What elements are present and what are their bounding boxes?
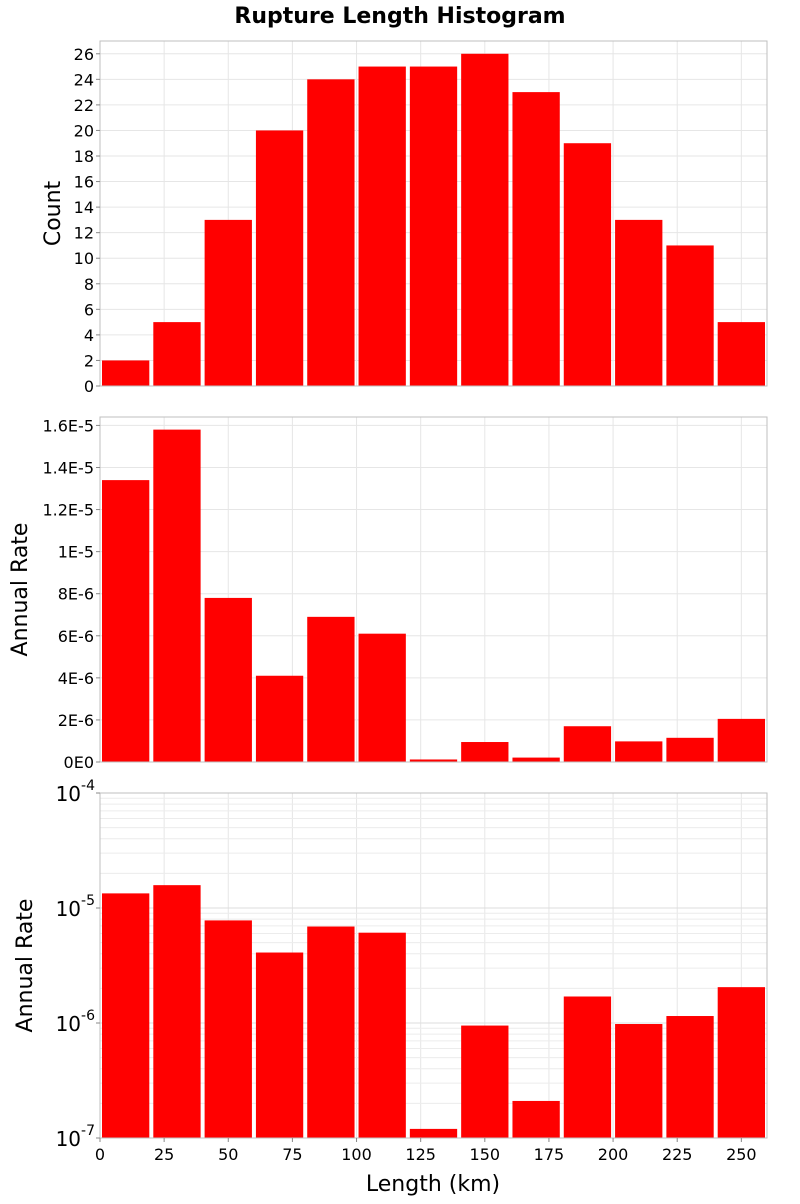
bar [717,322,765,386]
x-tick-label: 150 [470,1145,501,1164]
y-tick-label: 1.2E-5 [42,501,94,520]
y-tick-label: 4 [84,326,94,345]
y-tick-label: 0E0 [64,753,94,772]
plot-frame [99,792,768,1139]
panel-2: 0E0 2E-6 4E-6 6E-6 8E-6 1E-5 1.2E-5 1.4E-5 1.6E-… [8,416,768,772]
x-tick-label: 75 [282,1145,302,1164]
plot-frame [99,40,768,387]
chart-title: Rupture Length Histogram [234,4,565,29]
bar [512,757,560,762]
y-tick-label: 10 [74,249,94,268]
x-tick-label: 225 [662,1145,693,1164]
bar [153,885,201,1138]
y-tick-label: 26 [74,45,94,64]
y-axis-label: Annual Rate [8,523,33,657]
y-tick-label: 10-6 [56,1008,96,1036]
bar [153,429,201,762]
y-axis-label: Count [41,180,66,246]
y-tick-label: 20 [74,121,94,140]
bar [512,1100,560,1138]
bar [358,66,406,387]
y-tick-label: 24 [74,70,94,89]
y-tick-label: 1E-5 [58,543,94,562]
y-tick-label: 2E-6 [58,711,94,730]
y-tick-label: 16 [74,173,94,192]
bar [563,726,612,762]
y-tick-label: 1.6E-5 [42,416,94,435]
bar [615,219,663,386]
bar [204,920,252,1138]
bar [358,633,406,762]
bar [461,742,509,762]
y-tick-label: 10-5 [56,893,95,921]
y-tick-labels: 0E0 2E-6 4E-6 6E-6 8E-6 1E-5 1.2E-5 1.4E-5 1.6E-… [42,416,100,772]
x-tick-label: 125 [405,1145,436,1164]
bar [409,66,458,387]
bar [153,322,201,386]
bar [717,987,765,1138]
bar [409,1128,458,1138]
y-tick-label: 10-7 [56,1123,95,1151]
bar [512,92,560,386]
bar [307,926,355,1138]
bars [102,429,765,762]
bar [307,79,355,386]
y-tick-label: 12 [74,224,94,243]
bar [666,1016,714,1138]
x-tick-label: 200 [598,1145,629,1164]
bar [102,360,150,386]
bar [666,737,714,762]
x-tick-label: 250 [726,1145,757,1164]
bar [102,893,150,1138]
bar [717,718,765,762]
bar [563,996,612,1138]
x-tick-label: 0 [95,1145,105,1164]
panel-3: 10-7 10-6 10-5 10-4 Annual Rate [13,778,768,1151]
y-tick-label: 1.4E-5 [42,458,94,477]
y-tick-label: 14 [74,198,94,217]
y-tick-label: 6 [84,300,94,319]
bars [102,885,765,1138]
x-tick-label: 175 [534,1145,565,1164]
y-tick-label: 18 [74,147,94,166]
bar [409,759,458,762]
y-tick-label: 4E-6 [58,669,94,688]
bar [255,130,304,386]
bar [615,741,663,762]
bar [255,952,304,1138]
y-axis-label: Annual Rate [13,899,38,1033]
y-tick-label: 8 [84,275,94,294]
bar [563,143,612,386]
plot-frame [99,416,768,763]
bar [666,245,714,386]
y-tick-label: 22 [74,96,94,115]
y-tick-label: 0 [84,377,94,396]
bar [102,480,150,762]
y-tick-label: 6E-6 [58,627,94,646]
bar [307,616,355,762]
y-tick-label: 2 [84,351,94,370]
y-tick-label: 10-4 [56,778,96,806]
bar [461,1025,509,1138]
bar [204,219,252,386]
x-tick-labels: 0 25 50 75 100 125 150 175 200 225 250 [95,1138,757,1164]
y-tick-label: 8E-6 [58,585,94,604]
bar [461,53,509,387]
x-axis-label: Length (km) [366,1172,500,1197]
x-tick-label: 50 [218,1145,238,1164]
x-tick-label: 100 [341,1145,372,1164]
bar [615,1024,663,1138]
x-tick-label: 25 [154,1145,174,1164]
bar [255,675,304,762]
y-tick-labels: 10-7 10-6 10-5 10-4 [56,778,100,1151]
bar [204,597,252,762]
bar [358,932,406,1138]
bars [102,53,765,387]
